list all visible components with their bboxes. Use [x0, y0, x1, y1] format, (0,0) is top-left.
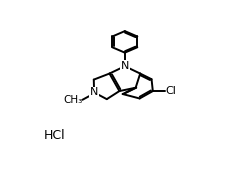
Text: CH₃: CH₃ — [64, 95, 83, 105]
Text: Cl: Cl — [165, 86, 176, 96]
Text: N: N — [121, 61, 129, 71]
Text: N: N — [90, 88, 98, 97]
Text: HCl: HCl — [44, 129, 65, 142]
